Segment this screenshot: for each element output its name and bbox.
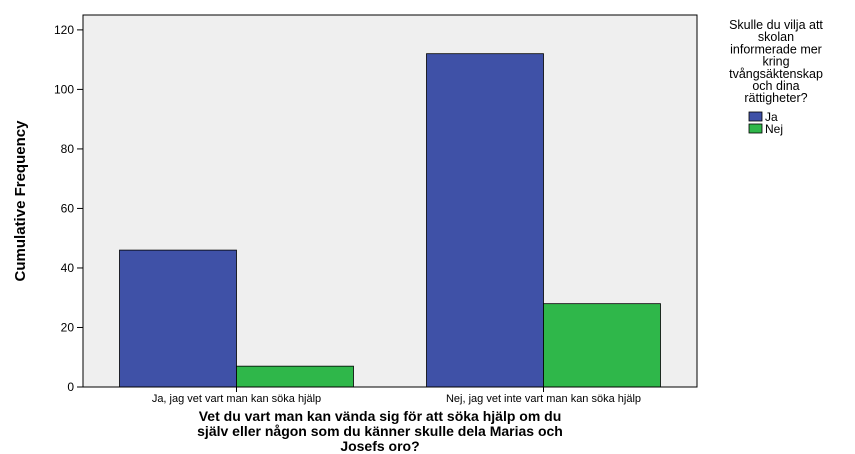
y-tick-label: 100 (54, 82, 74, 96)
legend-title-line: informerade mer (730, 42, 822, 56)
legend-title-line: rättigheter? (744, 91, 807, 105)
legend-title-line: Skulle du vilja att (729, 18, 823, 32)
bar-ja-0 (119, 249, 237, 388)
legend-swatch-nej (748, 123, 763, 134)
x-tick-label: Nej, jag vet inte vart man kan söka hjäl… (446, 393, 641, 405)
legend-label-ja: Ja (765, 110, 778, 124)
y-tick-label: 80 (61, 142, 75, 156)
x-axis-title: Vet du vart man kan vända sig för att sö… (197, 408, 563, 454)
legend-title-line: tvångsäktenskap (729, 67, 823, 81)
bars-group (119, 53, 661, 388)
y-tick-label: 0 (67, 380, 74, 394)
y-tick-label: 20 (61, 320, 75, 334)
plot-frame (82, 14, 698, 388)
legend-swatch-ja (748, 111, 763, 122)
x-axis-title-line: själv eller någon som du känner skulle d… (197, 423, 563, 439)
legend-label-nej: Nej (765, 122, 783, 136)
y-tick-label: 40 (61, 261, 75, 275)
y-tick-label: 120 (54, 23, 74, 37)
y-axis-title: Cumulative Frequency (12, 120, 29, 282)
x-tick-label: Ja, jag vet vart man kan söka hjälp (152, 393, 321, 405)
x-axis-title-line: Vet du vart man kan vända sig för att sö… (199, 408, 562, 424)
bar-ja-1 (426, 53, 544, 388)
y-tick-label: 60 (61, 201, 75, 215)
x-axis-title-line: Josefs oro? (340, 438, 419, 454)
y-axis: 0 20 40 60 80 100 120 (54, 23, 83, 394)
legend-title-line: skolan (758, 30, 794, 44)
x-axis: Ja, jag vet vart man kan söka hjälp Nej, … (152, 387, 641, 405)
legend-title-line: kring (762, 55, 789, 69)
bar-nej-0 (236, 365, 354, 388)
legend-title-line: och dina (752, 79, 799, 93)
bar-nej-1 (543, 303, 661, 388)
